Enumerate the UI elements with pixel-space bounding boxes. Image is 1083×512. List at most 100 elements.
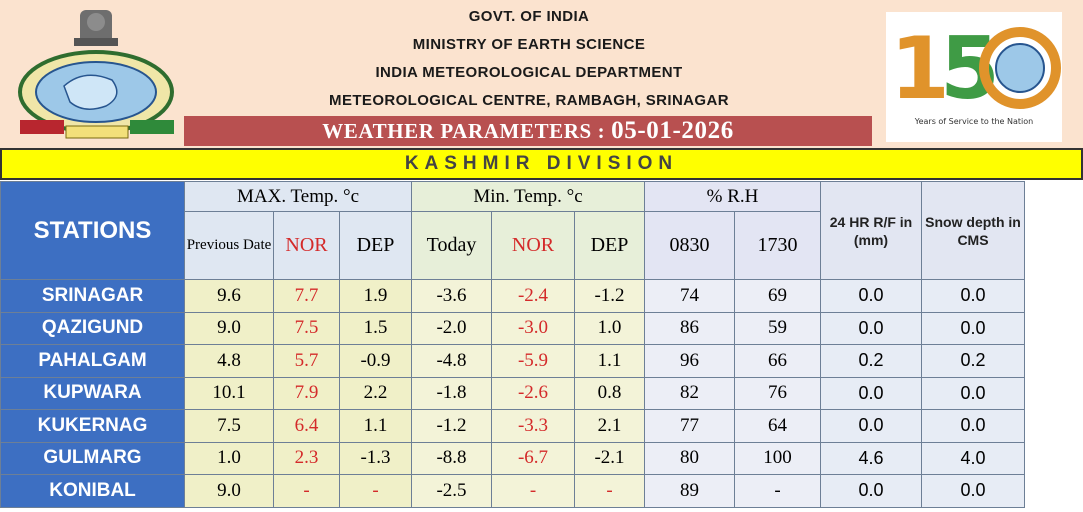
station-name: PAHALGAM bbox=[0, 344, 185, 378]
max-nor-cell: 7.7 bbox=[273, 279, 340, 313]
max-dep-cell: 1.5 bbox=[339, 311, 412, 345]
min-temp-cell: -8.8 bbox=[411, 441, 492, 475]
report-title-label: WEATHER PARAMETERS : bbox=[322, 119, 606, 143]
max-dep-cell: -1.3 bbox=[339, 441, 412, 475]
table-row: SRINAGAR 9.6 7.7 1.9 -3.6 -2.4 -1.2 74 6… bbox=[0, 279, 1025, 313]
max-dep-cell: 1.9 bbox=[339, 279, 412, 313]
station-name: KUKERNAG bbox=[0, 409, 185, 443]
min-nor-cell: -2.6 bbox=[491, 376, 575, 410]
today-header: Today bbox=[411, 211, 492, 280]
rh-0830-cell: 74 bbox=[644, 279, 735, 313]
ashoka-emblem-icon bbox=[74, 10, 118, 46]
max-nor-cell: 2.3 bbox=[273, 441, 340, 475]
rh-0830-cell: 82 bbox=[644, 376, 735, 410]
min-temp-header: Min. Temp. °c bbox=[411, 181, 645, 212]
min-dep-cell: 0.8 bbox=[574, 376, 645, 410]
max-dep-cell: 2.2 bbox=[339, 376, 412, 410]
centre-line: METEOROLOGICAL CENTRE, RAMBAGH, SRINAGAR bbox=[329, 92, 729, 109]
min-temp-cell: -1.8 bbox=[411, 376, 492, 410]
max-temp-cell: 9.6 bbox=[184, 279, 274, 313]
rh-1730-cell: 59 bbox=[734, 311, 821, 345]
station-name: GULMARG bbox=[0, 441, 185, 475]
rh-0830-header: 0830 bbox=[644, 211, 735, 280]
rainfall-cell: 0.0 bbox=[820, 279, 922, 313]
max-dep-cell: -0.9 bbox=[339, 344, 412, 378]
snow-depth-cell: 0.2 bbox=[921, 344, 1025, 378]
min-nor-cell: - bbox=[491, 474, 575, 508]
report-date: 05-01-2026 bbox=[611, 117, 734, 144]
rainfall-header: 24 HR R/F in (mm) bbox=[820, 181, 922, 280]
min-dep-cell: -2.1 bbox=[574, 441, 645, 475]
snow-depth-header: Snow depth in CMS bbox=[921, 181, 1025, 280]
min-dep-cell: - bbox=[574, 474, 645, 508]
rh-0830-cell: 80 bbox=[644, 441, 735, 475]
stations-header: STATIONS bbox=[0, 181, 185, 280]
snow-depth-cell: 0.0 bbox=[921, 409, 1025, 443]
min-nor-cell: -6.7 bbox=[491, 441, 575, 475]
station-name: QAZIGUND bbox=[0, 311, 185, 345]
min-dep-cell: -1.2 bbox=[574, 279, 645, 313]
rh-0830-cell: 96 bbox=[644, 344, 735, 378]
min-temp-cell: -2.5 bbox=[411, 474, 492, 508]
bulletin-header: GOVT. OF INDIA MINISTRY OF EARTH SCIENCE… bbox=[0, 0, 1083, 149]
max-nor-cell: 6.4 bbox=[273, 409, 340, 443]
rh-1730-header: 1730 bbox=[734, 211, 821, 280]
rh-header: % R.H bbox=[644, 181, 821, 212]
max-temp-cell: 4.8 bbox=[184, 344, 274, 378]
rh-1730-cell: 69 bbox=[734, 279, 821, 313]
max-dep-header: DEP bbox=[339, 211, 412, 280]
snow-depth-cell: 0.0 bbox=[921, 474, 1025, 508]
logo-digit-5: 5 bbox=[940, 19, 1000, 119]
govt-line: GOVT. OF INDIA bbox=[468, 8, 590, 25]
rh-1730-cell: 66 bbox=[734, 344, 821, 378]
max-temp-cell: 9.0 bbox=[184, 474, 274, 508]
snow-depth-cell: 0.0 bbox=[921, 279, 1025, 313]
max-temp-cell: 7.5 bbox=[184, 409, 274, 443]
max-dep-cell: - bbox=[339, 474, 412, 508]
snow-depth-cell: 4.0 bbox=[921, 441, 1025, 475]
station-name: KUPWARA bbox=[0, 376, 185, 410]
imd-emblem-logo bbox=[18, 10, 174, 139]
table-row: KUKERNAG 7.5 6.4 1.1 -1.2 -3.3 2.1 77 64… bbox=[0, 409, 1025, 443]
station-name: SRINAGAR bbox=[0, 279, 185, 313]
imd-150-years-logo: 1 5 Years of Service to the Nation bbox=[886, 12, 1062, 142]
rh-1730-cell: 76 bbox=[734, 376, 821, 410]
min-nor-header: NOR bbox=[491, 211, 575, 280]
max-temp-cell: 10.1 bbox=[184, 376, 274, 410]
division-banner: KASHMIR DIVISION bbox=[0, 148, 1083, 180]
min-dep-cell: 1.0 bbox=[574, 311, 645, 345]
table-row: GULMARG 1.0 2.3 -1.3 -8.8 -6.7 -2.1 80 1… bbox=[0, 441, 1025, 475]
min-temp-cell: -2.0 bbox=[411, 311, 492, 345]
table-row: KUPWARA 10.1 7.9 2.2 -1.8 -2.6 0.8 82 76… bbox=[0, 376, 1025, 410]
max-nor-cell: 7.5 bbox=[273, 311, 340, 345]
rainfall-cell: 0.0 bbox=[820, 474, 922, 508]
table-row: QAZIGUND 9.0 7.5 1.5 -2.0 -3.0 1.0 86 59… bbox=[0, 311, 1025, 345]
rh-0830-cell: 86 bbox=[644, 311, 735, 345]
snow-depth-cell: 0.0 bbox=[921, 311, 1025, 345]
ministry-line: MINISTRY OF EARTH SCIENCE bbox=[412, 36, 646, 53]
max-nor-cell: 5.7 bbox=[273, 344, 340, 378]
logo-caption: Years of Service to the Nation bbox=[914, 117, 1033, 126]
rh-0830-cell: 89 bbox=[644, 474, 735, 508]
rainfall-cell: 0.0 bbox=[820, 409, 922, 443]
max-nor-cell: 7.9 bbox=[273, 376, 340, 410]
station-name: KONIBAL bbox=[0, 474, 185, 508]
previous-date-header: Previous Date bbox=[184, 211, 274, 280]
weather-parameters-table: STATIONS MAX. Temp. °c Min. Temp. °c % R… bbox=[0, 181, 1025, 508]
rh-1730-cell: 64 bbox=[734, 409, 821, 443]
min-dep-header: DEP bbox=[574, 211, 645, 280]
rainfall-cell: 4.6 bbox=[820, 441, 922, 475]
rainfall-cell: 0.0 bbox=[820, 376, 922, 410]
logo-digit-1: 1 bbox=[890, 19, 950, 119]
max-temp-cell: 9.0 bbox=[184, 311, 274, 345]
rh-1730-cell: - bbox=[734, 474, 821, 508]
min-temp-cell: -4.8 bbox=[411, 344, 492, 378]
table-row: PAHALGAM 4.8 5.7 -0.9 -4.8 -5.9 1.1 96 6… bbox=[0, 344, 1025, 378]
min-temp-cell: -3.6 bbox=[411, 279, 492, 313]
min-dep-cell: 2.1 bbox=[574, 409, 645, 443]
min-nor-cell: -3.3 bbox=[491, 409, 575, 443]
report-title-bar: WEATHER PARAMETERS : 05-01-2026 bbox=[184, 116, 872, 146]
min-nor-cell: -3.0 bbox=[491, 311, 575, 345]
max-nor-header: NOR bbox=[273, 211, 340, 280]
